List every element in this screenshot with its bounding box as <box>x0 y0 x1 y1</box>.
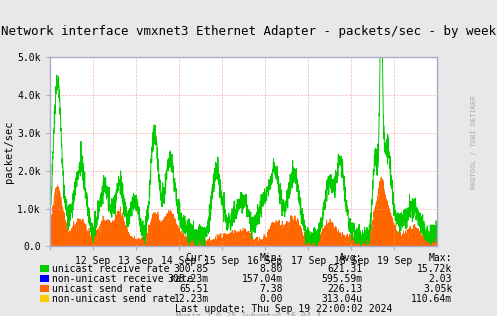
Text: 0.00: 0.00 <box>260 294 283 304</box>
Text: non-unicast receive rate: non-unicast receive rate <box>52 274 193 284</box>
Text: 7.38: 7.38 <box>260 284 283 294</box>
Text: Last update: Thu Sep 19 22:00:02 2024: Last update: Thu Sep 19 22:00:02 2024 <box>174 304 392 314</box>
Text: Avg:: Avg: <box>339 253 363 263</box>
Text: 2.03: 2.03 <box>429 274 452 284</box>
Text: 305.23m: 305.23m <box>167 274 209 284</box>
Text: 595.59m: 595.59m <box>322 274 363 284</box>
Text: 110.64m: 110.64m <box>411 294 452 304</box>
Text: 226.13: 226.13 <box>328 284 363 294</box>
Text: Cur:: Cur: <box>185 253 209 263</box>
Y-axis label: packet/sec: packet/sec <box>4 120 14 183</box>
Text: unicast receive rate: unicast receive rate <box>52 264 169 274</box>
Text: Max:: Max: <box>429 253 452 263</box>
Text: Min:: Min: <box>260 253 283 263</box>
Text: 3.05k: 3.05k <box>423 284 452 294</box>
Text: 157.04m: 157.04m <box>242 274 283 284</box>
Text: Munin 2.0.25-2ubuntu0.16.04.4: Munin 2.0.25-2ubuntu0.16.04.4 <box>176 312 321 316</box>
Text: 8.80: 8.80 <box>260 264 283 274</box>
Text: Network interface vmxnet3 Ethernet Adapter - packets/sec - by week: Network interface vmxnet3 Ethernet Adapt… <box>1 25 496 38</box>
Text: 12.23m: 12.23m <box>173 294 209 304</box>
Text: unicast send rate: unicast send rate <box>52 284 152 294</box>
Text: 15.72k: 15.72k <box>417 264 452 274</box>
Text: RRDTOOL / TOBI OETIKER: RRDTOOL / TOBI OETIKER <box>471 95 477 189</box>
Text: 65.51: 65.51 <box>179 284 209 294</box>
Text: non-unicast send rate: non-unicast send rate <box>52 294 175 304</box>
Text: 300.85: 300.85 <box>173 264 209 274</box>
Text: 313.04u: 313.04u <box>322 294 363 304</box>
Text: 621.31: 621.31 <box>328 264 363 274</box>
